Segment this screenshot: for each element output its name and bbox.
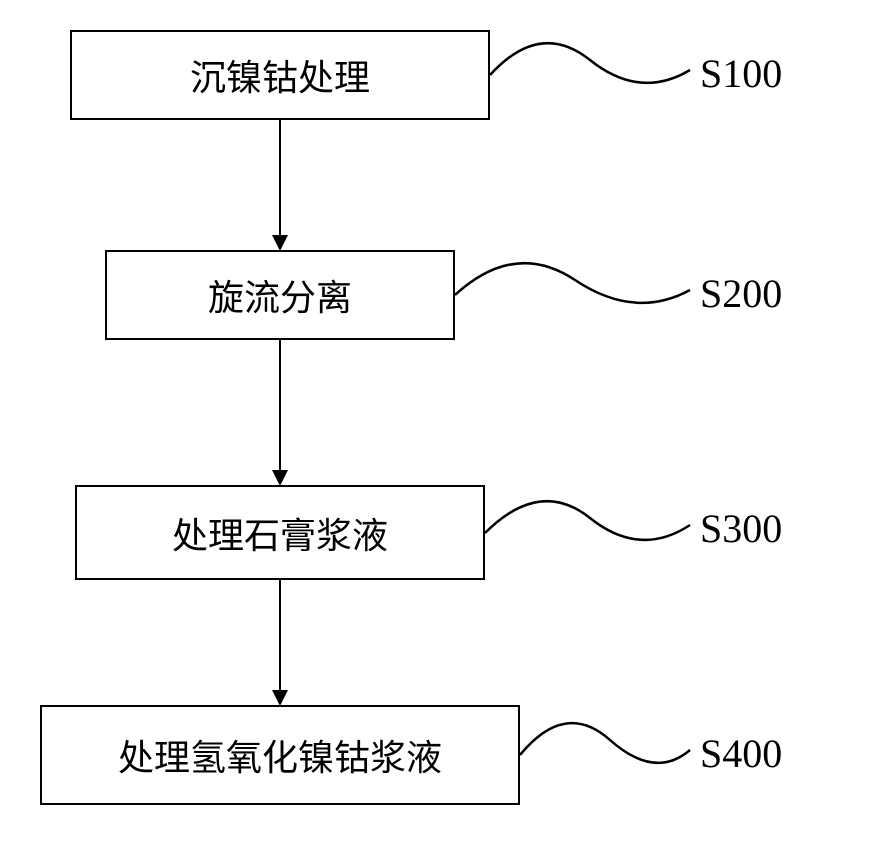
arrow-line-2 [279,340,281,470]
curve-connector-4 [520,710,700,770]
step-label-4: S400 [700,730,782,777]
step-text-4: 处理氢氧化镍钴浆液 [118,729,442,781]
step-box-3: 处理石膏浆液 [75,485,485,580]
step-label-2: S200 [700,270,782,317]
step-text-3: 处理石膏浆液 [172,507,388,559]
curve-connector-1 [490,30,700,90]
step-box-1: 沉镍钴处理 [70,30,490,120]
step-text-1: 沉镍钴处理 [190,49,370,101]
arrow-line-1 [279,120,281,235]
arrow-head-3 [272,690,288,706]
curve-connector-2 [455,250,700,310]
step-text-2: 旋流分离 [208,269,352,321]
arrow-head-1 [272,235,288,251]
arrow-line-3 [279,580,281,690]
step-box-4: 处理氢氧化镍钴浆液 [40,705,520,805]
curve-connector-3 [485,488,700,548]
step-label-1: S100 [700,50,782,97]
step-label-3: S300 [700,505,782,552]
step-box-2: 旋流分离 [105,250,455,340]
arrow-head-2 [272,470,288,486]
